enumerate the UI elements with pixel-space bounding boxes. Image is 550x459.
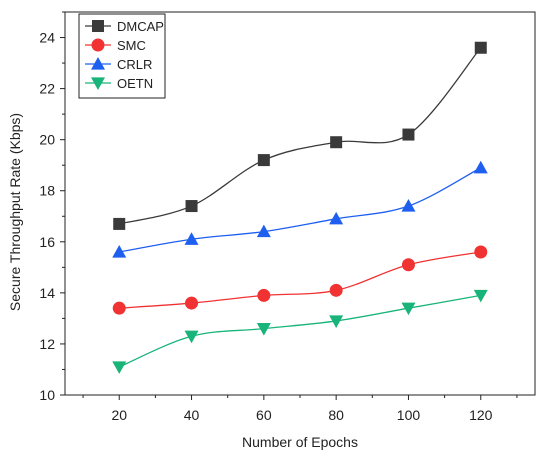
y-tick-label: 16 (39, 234, 55, 250)
x-tick-label: 40 (184, 407, 200, 423)
series-line-crlr (119, 167, 482, 253)
data-point-dmcap (474, 41, 487, 54)
legend-marker-dmcap (92, 20, 104, 32)
legend-label-smc: SMC (117, 38, 146, 53)
x-tick-label: 100 (397, 407, 421, 423)
data-point-oetn (401, 302, 416, 316)
legend-marker-smc (91, 38, 105, 52)
data-point-dmcap (257, 154, 270, 167)
data-point-crlr (329, 211, 344, 225)
legend-label-crlr: CRLR (117, 57, 152, 72)
y-tick-label: 18 (39, 183, 55, 199)
legend: DMCAP SMC CRLR OETN (78, 13, 166, 99)
data-point-dmcap (402, 128, 415, 141)
data-point-crlr (184, 232, 199, 245)
data-point-oetn (184, 330, 199, 344)
series-line-smc (119, 251, 481, 309)
x-axis-label: Number of Epochs (242, 434, 358, 450)
legend-marker-oetn (91, 77, 105, 90)
y-tick-label: 14 (39, 285, 55, 301)
x-tick-label: 80 (328, 407, 344, 423)
data-point-smc (401, 258, 415, 272)
data-point-oetn (329, 315, 344, 328)
axes: 10 12 14 16 18 20 22 24 20 40 60 80 100 120 (39, 11, 536, 423)
y-tick-label: 20 (39, 132, 55, 148)
data-point-oetn (112, 361, 127, 374)
series-line-oetn (118, 294, 481, 368)
y-tick-label: 22 (39, 81, 55, 97)
data-point-crlr (112, 245, 127, 258)
legend-label-dmcap: DMCAP (117, 19, 164, 34)
x-tick-label: 120 (469, 407, 493, 423)
data-point-smc (257, 288, 271, 302)
series-lines (118, 47, 482, 368)
data-point-dmcap (330, 136, 343, 149)
x-tick-label: 20 (111, 407, 127, 423)
data-point-crlr (473, 160, 488, 174)
y-tick-label: 10 (39, 387, 55, 403)
legend-marker-crlr (91, 57, 105, 70)
data-point-crlr (256, 224, 271, 238)
data-point-smc (185, 296, 199, 310)
data-point-smc (329, 283, 343, 297)
data-point-dmcap (185, 200, 198, 213)
data-point-smc (474, 245, 488, 259)
x-tick-label: 60 (256, 407, 272, 423)
data-point-oetn (256, 323, 271, 336)
data-point-smc (112, 301, 126, 315)
y-axis-label: Secure Throughput Rate (Kbps) (7, 113, 23, 311)
data-point-dmcap (113, 217, 126, 230)
y-tick-label: 24 (39, 30, 55, 46)
data-point-oetn (473, 289, 488, 303)
y-tick-label: 12 (39, 336, 55, 352)
legend-label-oetn: OETN (117, 76, 153, 91)
series-markers (112, 41, 488, 374)
data-point-crlr (401, 199, 416, 212)
